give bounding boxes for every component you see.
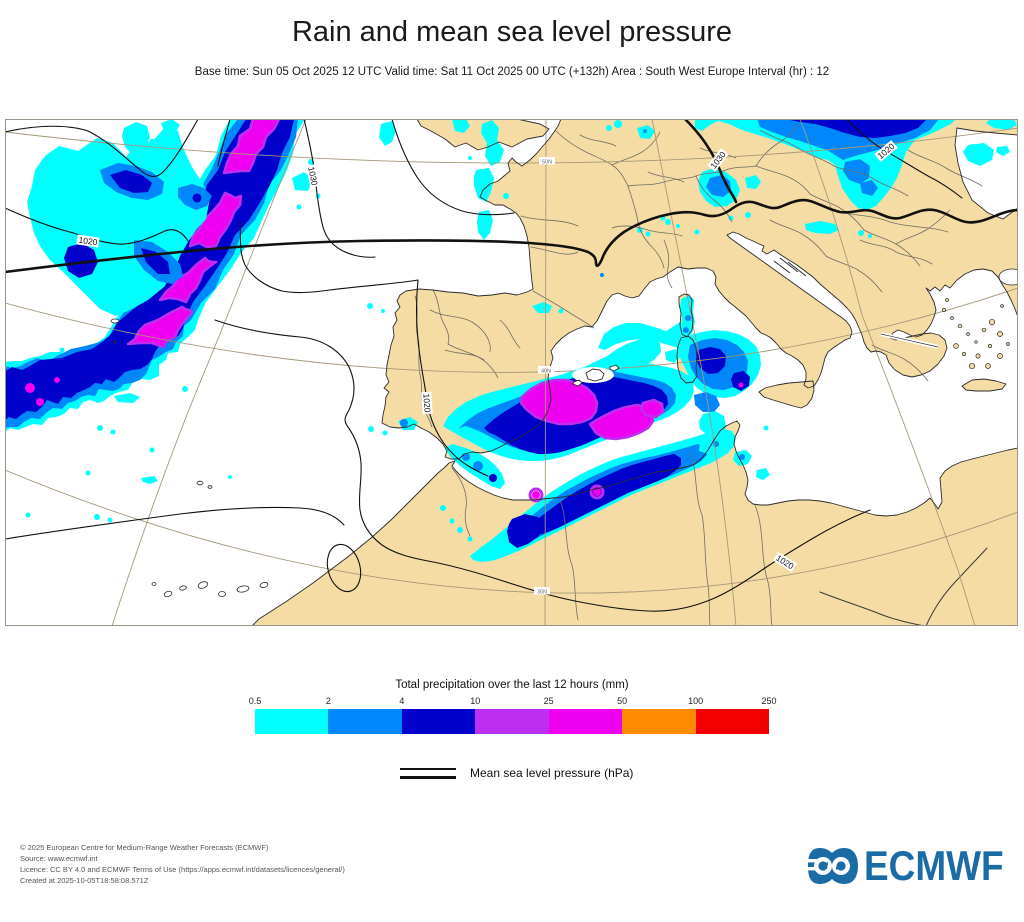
svg-text:ECMWF: ECMWF (864, 843, 1004, 890)
svg-text:40N: 40N (541, 369, 551, 375)
svg-text:1020: 1020 (78, 235, 98, 248)
svg-text:1020: 1020 (421, 393, 432, 413)
svg-text:50N: 50N (542, 160, 552, 166)
svg-text:30N: 30N (537, 590, 547, 596)
svg-text:1030: 1030 (306, 166, 320, 187)
